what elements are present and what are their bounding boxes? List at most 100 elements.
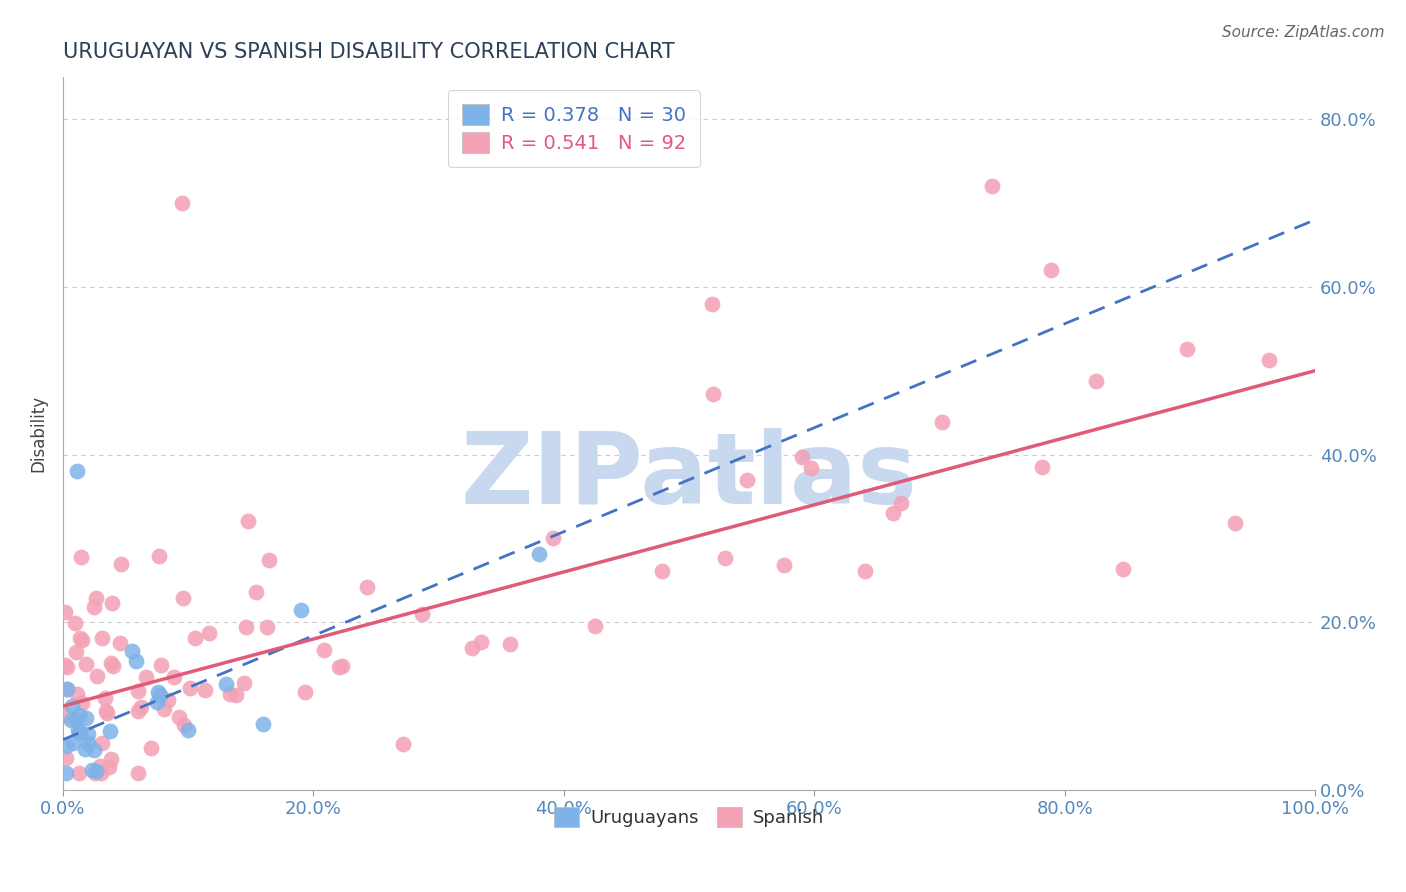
- Point: [53, 657, 76, 672]
- Point: [93, 690, 115, 705]
- Point: [69, 725, 91, 739]
- Point: [66, 687, 89, 701]
- Point: [55, 751, 77, 765]
- Point: [135, 670, 157, 684]
- Point: [66, 723, 89, 737]
- Point: [89, 759, 111, 773]
- Point: [170, 196, 193, 211]
- Point: [218, 687, 240, 701]
- Point: [853, 564, 876, 578]
- Point: [294, 685, 316, 699]
- Point: [179, 681, 201, 695]
- Point: [98, 759, 121, 773]
- Point: [235, 620, 257, 634]
- Point: [66, 464, 89, 478]
- Point: [65, 713, 87, 727]
- Point: [312, 643, 335, 657]
- Point: [77, 727, 100, 741]
- Point: [527, 547, 550, 561]
- Point: [167, 709, 190, 723]
- Point: [773, 558, 796, 572]
- Text: URUGUAYAN VS SPANISH DISABILITY CORRELATION CHART: URUGUAYAN VS SPANISH DISABILITY CORRELAT…: [63, 42, 675, 62]
- Point: [127, 766, 149, 780]
- Point: [125, 654, 148, 668]
- Point: [1223, 516, 1246, 530]
- Point: [1039, 263, 1062, 277]
- Point: [62, 736, 84, 750]
- Text: ZIPatlas: ZIPatlas: [461, 428, 918, 524]
- Point: [890, 496, 912, 510]
- Point: [411, 607, 433, 621]
- Point: [98, 724, 121, 739]
- Point: [980, 179, 1002, 194]
- Point: [100, 656, 122, 670]
- Point: [76, 736, 98, 750]
- Point: [177, 723, 200, 738]
- Point: [150, 658, 173, 673]
- Point: [67, 708, 90, 723]
- Point: [67, 766, 90, 780]
- Point: [56, 660, 79, 674]
- Point: [60, 698, 83, 713]
- Point: [90, 766, 112, 780]
- Point: [1175, 343, 1198, 357]
- Point: [1257, 352, 1279, 367]
- Point: [328, 660, 350, 674]
- Point: [69, 631, 91, 645]
- Point: [256, 620, 278, 634]
- Point: [583, 619, 606, 633]
- Point: [53, 605, 76, 619]
- Text: Source: ZipAtlas.com: Source: ZipAtlas.com: [1222, 25, 1385, 40]
- Point: [63, 615, 86, 630]
- Point: [651, 564, 673, 578]
- Point: [702, 387, 724, 401]
- Point: [225, 689, 247, 703]
- Point: [56, 681, 79, 696]
- Point: [735, 473, 758, 487]
- Point: [110, 557, 132, 571]
- Point: [86, 668, 108, 682]
- Point: [700, 296, 723, 310]
- Point: [84, 764, 107, 778]
- Point: [55, 681, 77, 696]
- Point: [1031, 459, 1053, 474]
- Point: [70, 549, 93, 564]
- Point: [931, 415, 953, 429]
- Point: [70, 696, 93, 710]
- Point: [148, 549, 170, 564]
- Point: [215, 677, 238, 691]
- Point: [121, 644, 143, 658]
- Point: [149, 688, 172, 702]
- Point: [356, 580, 378, 594]
- Point: [101, 596, 124, 610]
- Point: [96, 706, 118, 720]
- Point: [330, 658, 353, 673]
- Point: [83, 743, 105, 757]
- Point: [257, 553, 280, 567]
- Legend: Uruguayans, Spanish: Uruguayans, Spanish: [547, 800, 831, 834]
- Point: [84, 591, 107, 606]
- Point: [73, 742, 96, 756]
- Point: [498, 637, 520, 651]
- Point: [541, 531, 564, 545]
- Point: [713, 551, 735, 566]
- Point: [183, 631, 205, 645]
- Point: [91, 736, 114, 750]
- Point: [233, 676, 256, 690]
- Y-axis label: Disability: Disability: [30, 395, 46, 472]
- Point: [72, 632, 94, 647]
- Point: [173, 718, 195, 732]
- Point: [59, 713, 82, 727]
- Point: [83, 600, 105, 615]
- Point: [148, 685, 170, 699]
- Point: [792, 450, 814, 464]
- Point: [55, 708, 77, 723]
- Point: [163, 670, 186, 684]
- Point: [55, 739, 77, 753]
- Point: [236, 515, 259, 529]
- Point: [461, 641, 484, 656]
- Point: [91, 631, 114, 645]
- Point: [75, 711, 97, 725]
- Point: [1084, 374, 1107, 388]
- Point: [252, 716, 274, 731]
